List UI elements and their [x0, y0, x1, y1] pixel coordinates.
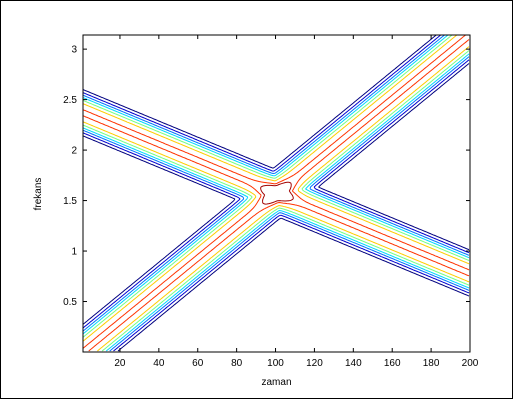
contour-level-2 [82, 34, 470, 352]
x-tick-label: 100 [267, 358, 284, 369]
plot-area [83, 35, 470, 352]
contour-level-1 [82, 34, 470, 352]
contour-level-4 [82, 34, 470, 352]
y-tick-label: 1 [71, 247, 77, 258]
x-axis: 20 40 60 80 100 120 140 160 180 200 [114, 35, 479, 369]
contour-lines [82, 34, 470, 352]
x-tick-label: 180 [423, 358, 440, 369]
x-axis-label: zaman [261, 377, 291, 388]
contour-level-7 [82, 34, 470, 352]
x-tick-label: 20 [114, 358, 126, 369]
y-tick-label: 2.5 [63, 95, 77, 106]
contour-level-6 [82, 34, 470, 352]
x-tick-label: 140 [345, 358, 362, 369]
y-tick-label: 3 [71, 45, 77, 56]
contour-level-5 [82, 34, 470, 352]
contour-level-3 [82, 34, 470, 352]
x-tick-label: 160 [384, 358, 401, 369]
x-tick-label: 80 [231, 358, 243, 369]
contour-level-8 [260, 181, 294, 205]
y-tick-label: 2 [71, 146, 77, 157]
y-axis: 0.5 1 1.5 2 2.5 3 [63, 45, 470, 308]
x-tick-label: 120 [306, 358, 323, 369]
x-tick-label: 40 [153, 358, 165, 369]
y-tick-label: 0.5 [63, 297, 77, 308]
y-axis-label: frekans [33, 178, 44, 211]
y-tick-label: 1.5 [63, 196, 77, 207]
x-tick-label: 200 [462, 358, 479, 369]
plot-border [82, 34, 471, 353]
x-tick-label: 60 [192, 358, 204, 369]
